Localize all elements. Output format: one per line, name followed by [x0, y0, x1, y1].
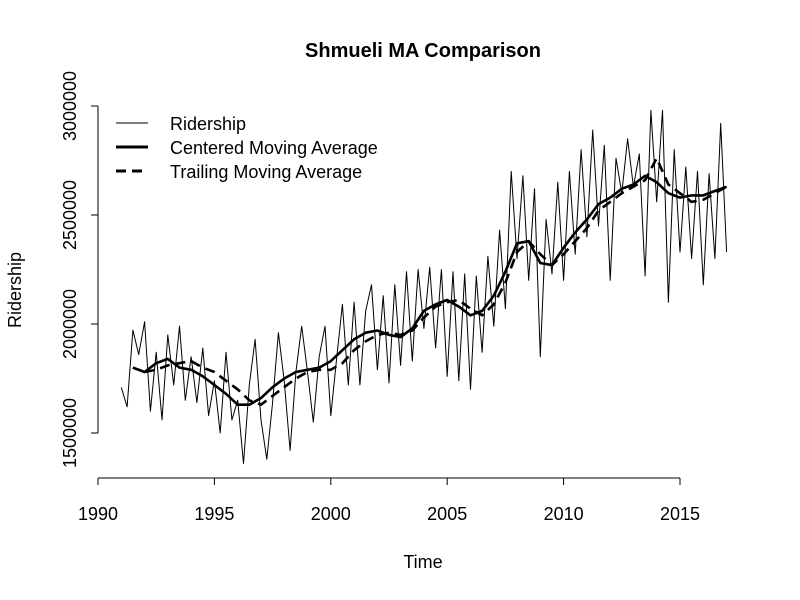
series-line-centered-moving-average: [132, 174, 728, 407]
legend-trailing-label: Trailing Moving Average: [170, 162, 362, 182]
plot-area: [120, 109, 728, 464]
x-tick-label: 2010: [544, 504, 584, 524]
series-line-ridership: [120, 109, 728, 464]
x-tick-label: 2000: [311, 504, 351, 524]
x-axis-label: Time: [403, 552, 442, 572]
series-line-trailing-moving-average: [144, 157, 728, 407]
x-tick-label: 1990: [78, 504, 118, 524]
x-axis-ticks: 1990 1995 2000 2005 2010 2015: [78, 478, 700, 524]
legend-centered-label: Centered Moving Average: [170, 138, 378, 158]
x-tick-label: 2015: [660, 504, 700, 524]
x-tick-label: 1995: [194, 504, 234, 524]
legend: Ridership Centered Moving Average Traili…: [116, 114, 378, 182]
y-tick-label: 1500000: [60, 398, 80, 468]
y-tick-label: 2000000: [60, 289, 80, 359]
y-tick-label: 2500000: [60, 180, 80, 250]
y-axis-ticks: 1500000 2000000 2500000 3000000: [60, 71, 98, 468]
y-tick-label: 3000000: [60, 71, 80, 141]
chart-title: Shmueli MA Comparison: [305, 40, 541, 62]
x-tick-label: 2005: [427, 504, 467, 524]
y-axis-label: Ridership: [5, 252, 25, 328]
legend-ridership-label: Ridership: [170, 114, 246, 134]
